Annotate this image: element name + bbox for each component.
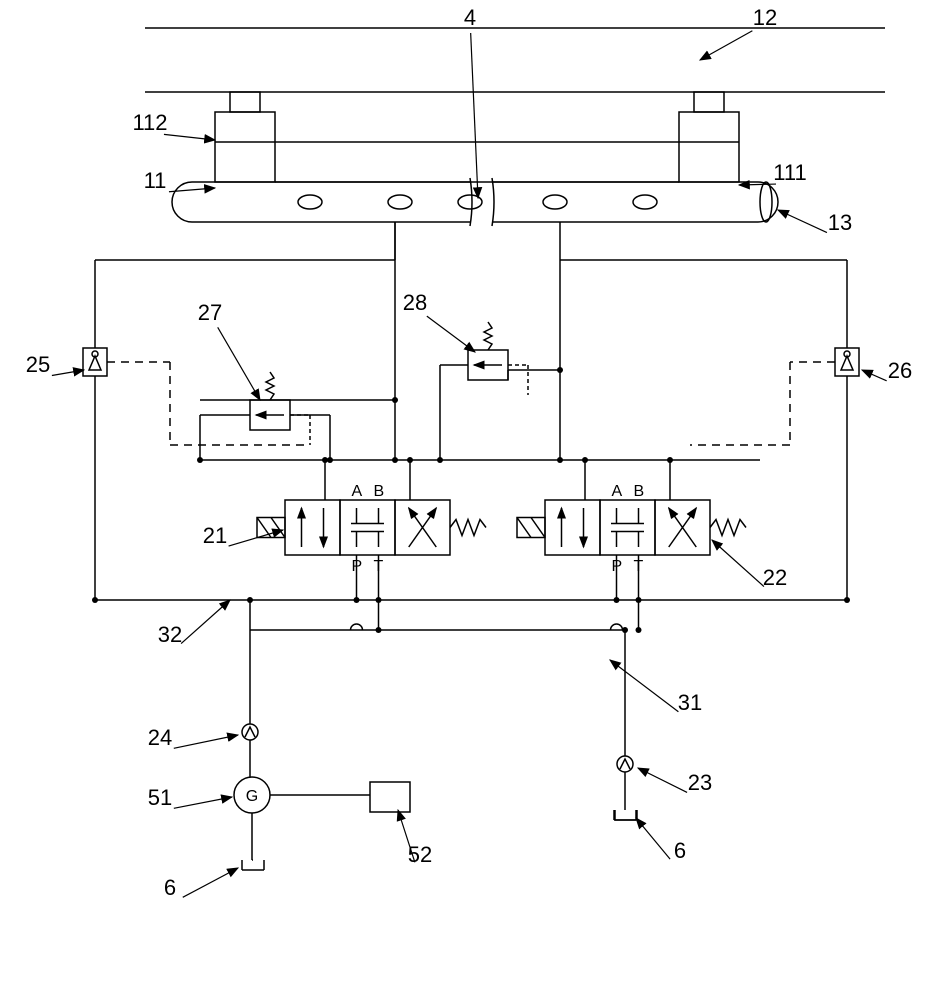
- leader-23: [638, 768, 687, 792]
- leader-31: [610, 660, 678, 712]
- label-21: 21: [203, 523, 227, 548]
- leader-111: [739, 184, 776, 185]
- svg-text:B: B: [634, 483, 645, 500]
- leader-52: [398, 810, 415, 862]
- label-27: 27: [198, 300, 222, 325]
- leader-28: [427, 316, 475, 352]
- label-23: 23: [688, 770, 712, 795]
- label-25: 25: [26, 352, 50, 377]
- label-6R: 6: [674, 838, 686, 863]
- label-6L: 6: [164, 875, 176, 900]
- leader-27: [218, 327, 260, 400]
- label-52: 52: [408, 842, 432, 867]
- leader-24: [174, 735, 238, 748]
- label-31: 31: [678, 690, 702, 715]
- label-51: 51: [148, 785, 172, 810]
- svg-text:G: G: [246, 788, 258, 805]
- label-28: 28: [403, 290, 427, 315]
- leader-26: [862, 370, 887, 381]
- label-32: 32: [158, 622, 182, 647]
- leader-6R: [636, 818, 670, 859]
- label-22: 22: [763, 565, 787, 590]
- leader-25: [52, 370, 84, 375]
- svg-text:P: P: [612, 558, 623, 575]
- leader-6L: [183, 868, 238, 897]
- leader-12: [700, 31, 752, 60]
- svg-text:B: B: [374, 483, 385, 500]
- label-26: 26: [888, 358, 912, 383]
- label-111: 111: [773, 160, 806, 185]
- leader-112: [164, 134, 215, 140]
- leader-32: [181, 600, 230, 644]
- leader-22: [712, 540, 764, 587]
- svg-text:A: A: [352, 483, 363, 500]
- label-4: 4: [464, 5, 476, 30]
- hydraulic-schematic: ABPTABPTG1241121111113272825262122323124…: [0, 0, 943, 1000]
- label-24: 24: [148, 725, 172, 750]
- label-13: 13: [828, 210, 852, 235]
- svg-text:P: P: [352, 558, 363, 575]
- leader-4: [471, 33, 478, 198]
- svg-text:T: T: [634, 558, 644, 575]
- label-11: 11: [144, 168, 167, 193]
- svg-text:T: T: [374, 558, 384, 575]
- svg-text:A: A: [612, 483, 623, 500]
- label-112: 112: [132, 110, 167, 135]
- leader-51: [174, 797, 232, 808]
- label-12: 12: [753, 5, 777, 30]
- leader-13: [778, 210, 827, 233]
